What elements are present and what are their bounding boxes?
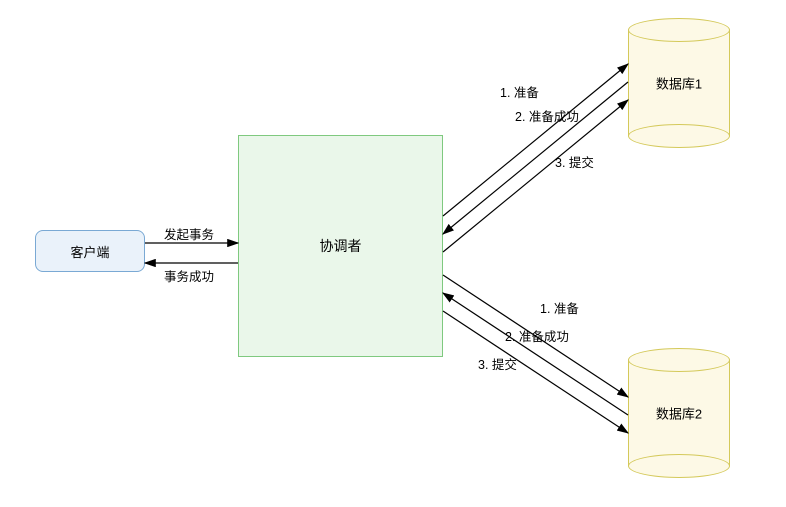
cylinder-top xyxy=(628,348,730,372)
client-label: 客户端 xyxy=(70,242,109,261)
edge-e4 xyxy=(443,82,628,234)
cylinder-top xyxy=(628,18,730,42)
edge-label-e4: 2. 准备成功 xyxy=(515,106,579,125)
edge-label-e2: 事务成功 xyxy=(164,266,214,285)
cylinder-bottom xyxy=(628,454,730,478)
cylinder-bottom xyxy=(628,124,730,148)
edge-label-e8: 3. 提交 xyxy=(478,354,517,373)
coordinator-label: 协调者 xyxy=(320,236,362,256)
edge-label-e5: 3. 提交 xyxy=(555,152,594,171)
edge-label-e7: 2. 准备成功 xyxy=(505,326,569,345)
edge-label-e1: 发起事务 xyxy=(164,224,214,243)
coordinator-node: 协调者 xyxy=(238,135,443,357)
db1-node: 数据库1 xyxy=(628,18,730,148)
db2-label: 数据库2 xyxy=(656,404,702,423)
edge-label-e3: 1. 准备 xyxy=(500,82,539,101)
db2-node: 数据库2 xyxy=(628,348,730,478)
client-node: 客户端 xyxy=(35,230,145,272)
edge-label-e6: 1. 准备 xyxy=(540,298,579,317)
edge-e7 xyxy=(443,293,628,415)
db1-label: 数据库1 xyxy=(656,74,702,93)
